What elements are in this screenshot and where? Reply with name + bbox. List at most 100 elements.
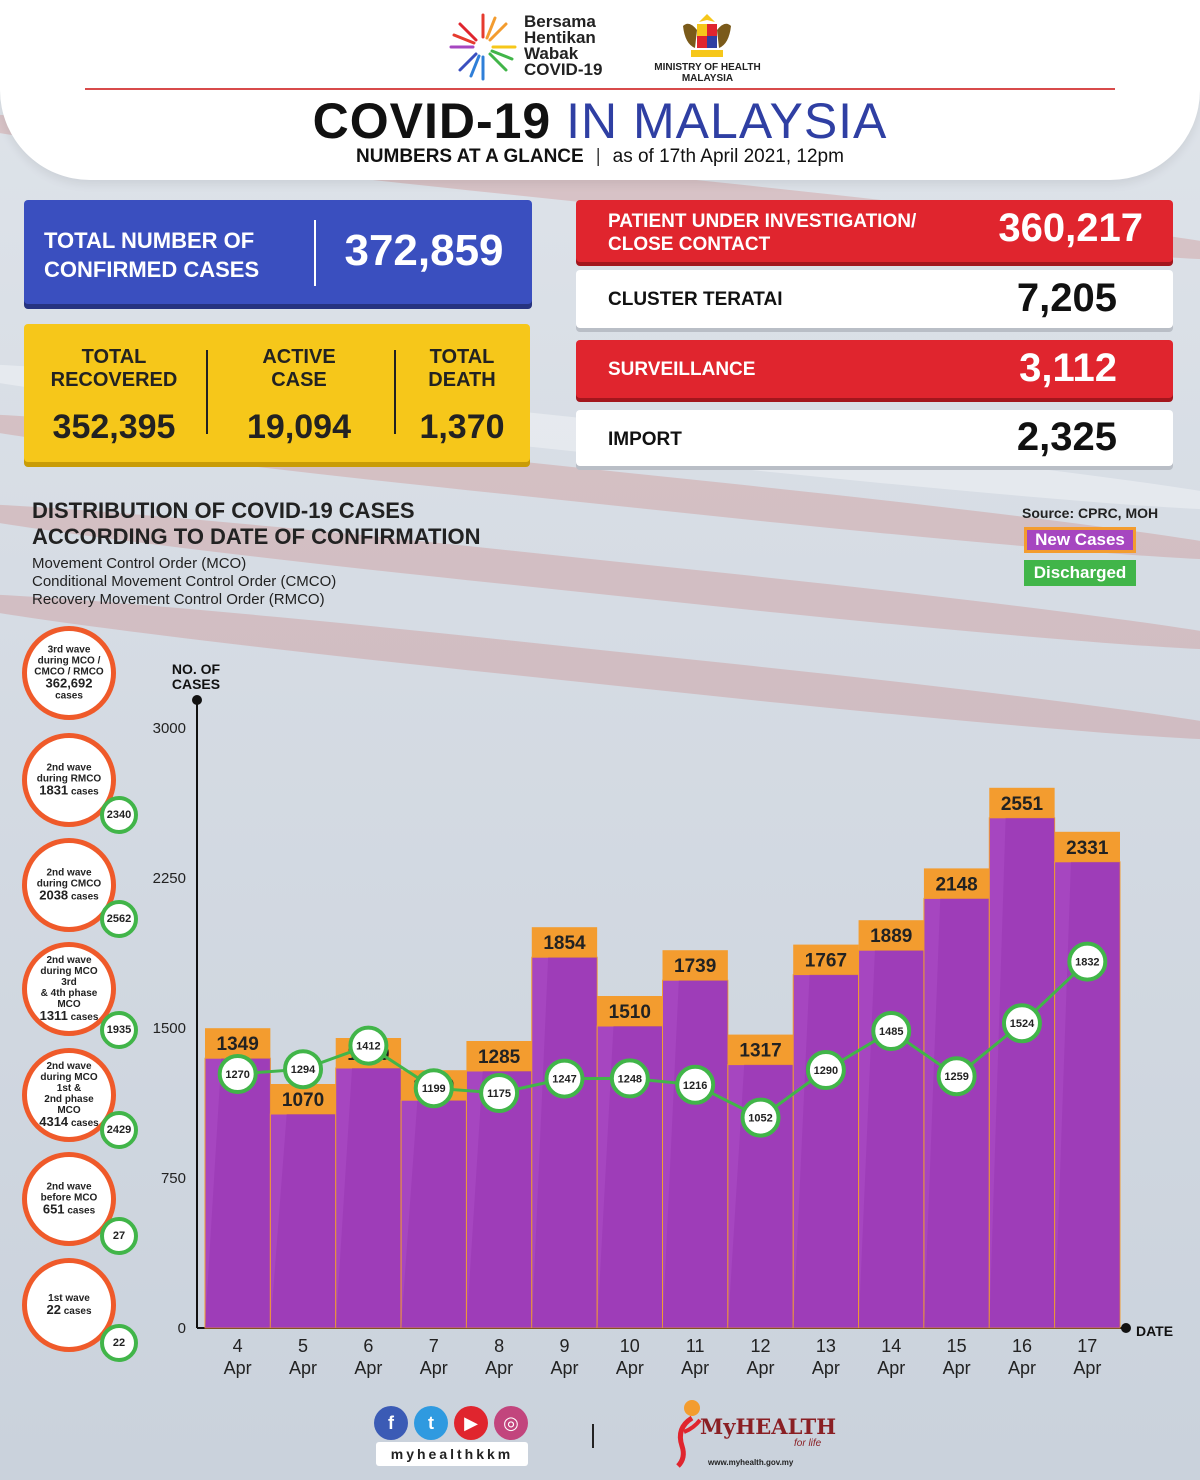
stat-divider — [206, 350, 208, 434]
x-tick-day: 10 — [620, 1336, 640, 1356]
discharged-value-label: 1485 — [879, 1026, 903, 1038]
discharged-point — [283, 1049, 324, 1090]
x-tick-month: Apr — [289, 1358, 317, 1378]
source-label: Source: CPRC, MOH — [1022, 505, 1159, 521]
wave-circle: 2nd wave during MCO 3rd & 4th phase MCO 131… — [22, 942, 116, 1036]
bar-shade — [597, 1026, 663, 1328]
wave-discharged-badge: 27 — [100, 1217, 138, 1255]
y-tick-label: 750 — [161, 1170, 186, 1187]
bar-shade — [205, 1058, 271, 1328]
discharged-value-label: 1052 — [748, 1113, 772, 1125]
bar-value-label: 2551 — [1001, 794, 1044, 815]
x-tick-day: 17 — [1077, 1336, 1097, 1356]
x-tick-month: Apr — [485, 1358, 513, 1378]
bar-value-box — [662, 950, 728, 981]
discharged-point — [609, 1058, 650, 1099]
recovered-value: 352,395 — [52, 408, 176, 446]
bar-value-box — [531, 927, 598, 958]
discharged-value-label: 1290 — [814, 1065, 838, 1077]
bar — [465, 1070, 533, 1329]
campaign-text: Bersama Hentikan Wabak COVID-19 — [524, 12, 603, 79]
bar — [792, 974, 860, 1329]
bar-value-label: 1739 — [674, 956, 716, 977]
y-tick-label: 2250 — [153, 870, 186, 887]
bar-shade — [466, 1071, 532, 1328]
x-tick-day: 9 — [559, 1336, 569, 1356]
recovered-stat: TOTAL RECOVERED 352,395 — [34, 346, 194, 447]
x-tick-month: Apr — [877, 1358, 905, 1378]
bar-value-label: 1854 — [543, 933, 586, 954]
discharged-value-label: 1524 — [1010, 1018, 1035, 1030]
x-tick-day: 12 — [751, 1336, 771, 1356]
discharged-value-label: 1247 — [552, 1074, 576, 1086]
bar-shade — [858, 950, 924, 1328]
stat-divider — [394, 350, 396, 434]
breakdown-label: SURVEILLANCE — [608, 359, 756, 380]
breakdown-value: 7,205 — [1016, 276, 1117, 320]
x-axis-cap — [1121, 1323, 1131, 1333]
x-tick-month: Apr — [354, 1358, 382, 1378]
x-tick-month: Apr — [812, 1358, 840, 1378]
bar-shade — [531, 957, 598, 1328]
discharged-value-label: 1248 — [618, 1073, 642, 1085]
wave-circle: 2nd wave during MCO 1st & 2nd phase MCO 431… — [22, 1048, 116, 1142]
x-tick-month: Apr — [420, 1358, 448, 1378]
page-subtitle: NUMBERS AT A GLANCE | as of 17th April 202… — [356, 146, 844, 167]
instagram-icon[interactable]: ◎ — [494, 1406, 528, 1440]
discharged-value-label: 1294 — [291, 1064, 316, 1076]
bar-value-label: 1889 — [870, 926, 912, 947]
wave-discharged-badge: 2562 — [100, 900, 138, 938]
bar-value-box — [923, 868, 990, 899]
bar-value-label: 1285 — [478, 1047, 521, 1068]
bar-value-box — [727, 1034, 794, 1065]
discharged-point — [1001, 1003, 1042, 1044]
breakdown-row-cluster: CLUSTER TERATAI 7,205 — [576, 270, 1173, 328]
discharged-point — [413, 1068, 454, 1109]
wave-circle: 3rd wave during MCO / CMCO / RMCO 362,692 ca… — [22, 626, 116, 720]
facebook-icon[interactable]: f — [374, 1406, 408, 1440]
youtube-icon[interactable]: ▶ — [454, 1406, 488, 1440]
bar-value-box — [466, 1041, 532, 1071]
discharged-point — [871, 1011, 912, 1051]
bar-shade — [401, 1100, 467, 1328]
x-tick-day: 16 — [1012, 1336, 1032, 1356]
discharged-point — [740, 1097, 781, 1138]
confirmed-cases-label: TOTAL NUMBER OF CONFIRMED CASES — [44, 228, 260, 282]
x-tick-day: 7 — [429, 1336, 439, 1356]
bar-shade — [989, 817, 1055, 1328]
y-tick-label: 1500 — [153, 1020, 186, 1037]
bar-value-label: 2331 — [1066, 838, 1109, 859]
twitter-icon[interactable]: t — [414, 1406, 448, 1440]
bar-value-box — [858, 920, 924, 951]
wave-discharged-badge: 22 — [100, 1324, 138, 1362]
bar — [923, 897, 990, 1329]
x-tick-month: Apr — [550, 1358, 578, 1378]
y-axis-label: CASES — [172, 676, 220, 692]
discharged-point — [544, 1058, 585, 1099]
discharged-value-label: 1412 — [356, 1041, 380, 1053]
page-title: COVID-19 IN MALAYSIA — [312, 93, 888, 149]
x-tick-month: Apr — [1008, 1358, 1036, 1378]
confirmed-cases-card: TOTAL NUMBER OF CONFIRMED CASES 372,859 — [24, 200, 532, 304]
bar — [335, 1067, 402, 1329]
active-stat: ACTIVE CASE 19,094 — [224, 346, 374, 447]
breakdown-label: PATIENT UNDER INVESTIGATION/CLOSE CONTAC… — [608, 211, 917, 255]
wave-circle: 2nd wave during CMCO 2038 cases — [22, 838, 116, 932]
myhealth-figure-icon — [676, 1400, 702, 1468]
breakdown-label: CLUSTER TERATAI — [608, 289, 783, 310]
bar — [662, 979, 729, 1329]
bar-value-label: 1767 — [805, 951, 847, 972]
bar-value-label: 1070 — [282, 1090, 324, 1111]
discharged-value-label: 1175 — [487, 1088, 511, 1100]
header-divider — [85, 88, 1115, 90]
y-tick-label: 3000 — [153, 720, 186, 737]
confirmed-cases-value: 372,859 — [344, 226, 504, 275]
breakdown-row-pui: PATIENT UNDER INVESTIGATION/CLOSE CONTAC… — [576, 200, 1173, 262]
card-divider — [314, 220, 316, 286]
bar-shade — [923, 898, 990, 1328]
ministry-label: MINISTRY OF HEALTH MALAYSIA — [654, 62, 761, 84]
x-tick-month: Apr — [1073, 1358, 1101, 1378]
bar-value-label: 1510 — [609, 1002, 651, 1023]
bar — [1054, 861, 1121, 1329]
